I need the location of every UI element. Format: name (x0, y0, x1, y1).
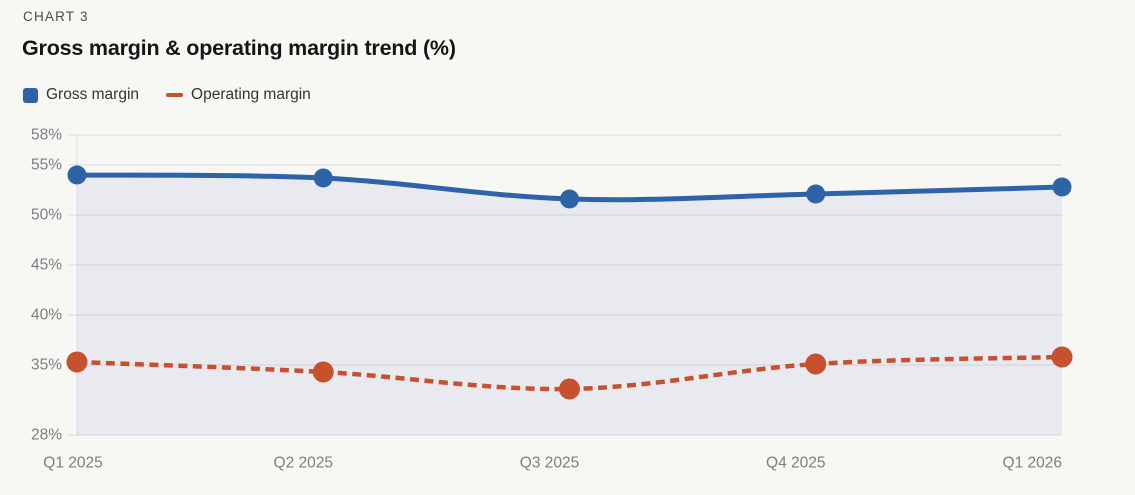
operating-margin-point (1051, 346, 1073, 368)
y-tick-label: 35% (31, 357, 62, 374)
y-tick-label: 28% (31, 427, 62, 444)
operating-margin-point (312, 361, 334, 383)
x-tick-label: Q2 2025 (274, 455, 333, 472)
operating-margin-point (66, 351, 88, 373)
x-tick-label: Q1 2025 (43, 455, 102, 472)
operating-margin-point (559, 378, 580, 400)
legend-label: Operating margin (191, 86, 311, 103)
y-tick-label: 58% (31, 127, 62, 144)
gross-margin-swatch-icon (23, 87, 38, 103)
gross-margin-point (67, 165, 87, 185)
x-tick-label: Q3 2025 (520, 455, 579, 472)
legend-item-gross-margin: Gross margin (23, 86, 139, 104)
legend-label: Gross margin (46, 86, 140, 103)
legend-item-operating-margin: Operating margin (166, 86, 311, 104)
y-tick-label: 55% (31, 157, 62, 174)
chart-title: Gross margin & operating margin trend (%… (22, 36, 456, 60)
y-tick-label: 45% (31, 257, 62, 274)
gross-margin-point (560, 189, 579, 209)
x-tick-label: Q4 2025 (766, 455, 825, 472)
chart-area: 58% 55% 50% 45% 40% 35% 28% Q1 2025 Q2 2025 Q3 20… (0, 115, 1135, 490)
gross-margin-point (806, 184, 826, 204)
y-tick-label: 50% (31, 207, 62, 224)
chart-canvas: 58% 55% 50% 45% 40% 35% 28% Q1 2025 Q2 2025 Q3 20… (31, 127, 1073, 472)
operating-margin-swatch-icon (166, 93, 184, 97)
chart-eyebrow: CHART 3 (23, 9, 89, 24)
operating-margin-point (805, 353, 827, 375)
gross-margin-point (313, 168, 333, 188)
y-tick-label: 40% (31, 307, 62, 324)
gross-margin-point (1052, 177, 1072, 197)
x-tick-label: Q1 2026 (1003, 455, 1062, 472)
chart-legend: Gross margin Operating margin (23, 86, 311, 104)
